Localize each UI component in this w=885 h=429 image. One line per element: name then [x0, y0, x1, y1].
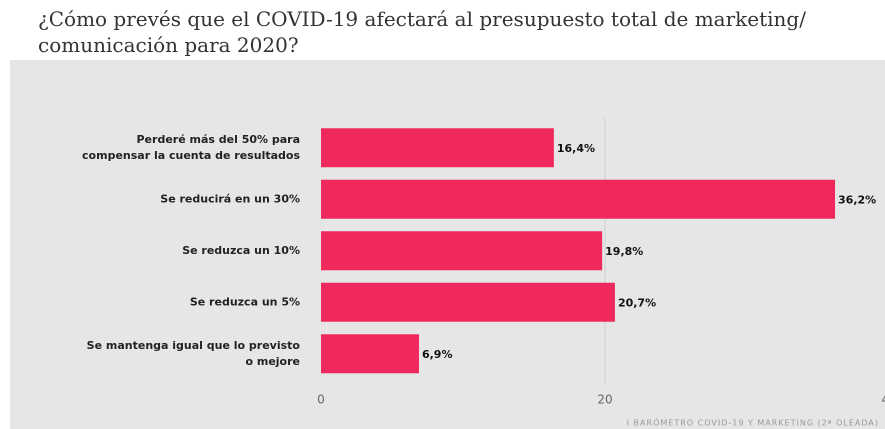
x-tick-label: 0 [317, 393, 325, 407]
category-label: o mejore [245, 355, 300, 368]
category-label: Se mantenga igual que lo previsto [87, 339, 301, 352]
bar [321, 282, 615, 322]
value-label: 20,7% [618, 296, 656, 309]
bar [321, 334, 419, 374]
category-label: Perderé más del 50% para [137, 133, 301, 146]
chart-title: ¿Cómo prevés que el COVID-19 afectará al… [38, 7, 806, 31]
category-label: Se reduzca un 5% [190, 295, 300, 308]
category-label: Se reduzca un 10% [182, 244, 300, 257]
x-tick-label: 40 [881, 393, 885, 407]
value-label: 19,8% [605, 245, 643, 258]
bar [321, 128, 554, 168]
source: I BARÓMETRO COVID-19 Y MARKETING (2ª OLE… [627, 417, 879, 428]
value-label: 16,4% [557, 142, 595, 155]
value-label: 36,2% [838, 193, 876, 206]
x-tick-label: 20 [597, 393, 612, 407]
category-label: compensar la cuenta de resultados [82, 149, 300, 162]
value-label: 6,9% [422, 348, 453, 361]
chart-title: comunicación para 2020? [38, 33, 299, 57]
category-label: Se reducirá en un 30% [160, 192, 300, 205]
bar [321, 231, 603, 271]
bar [321, 179, 836, 219]
